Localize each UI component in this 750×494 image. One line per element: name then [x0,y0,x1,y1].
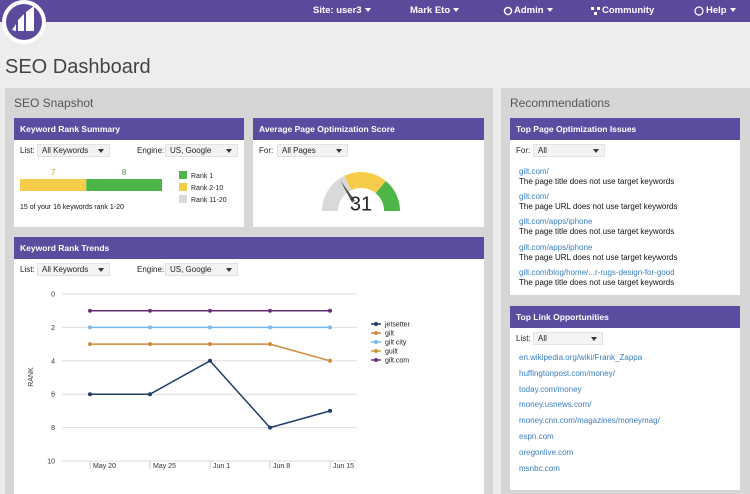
select[interactable]: All [533,332,603,345]
select[interactable]: US, Google [165,144,238,157]
issue-text: The page title does not use target keywo… [519,227,675,237]
card-header: Top Link Opportunities [510,306,740,328]
site-menu[interactable]: Site: user3 [313,5,371,16]
issue-link[interactable]: gilt.com/blog/home/...r-rugs-design-for-… [519,267,675,277]
label: For: [516,146,531,155]
card: Average Page Optimization Score For: All… [253,118,484,227]
card-header: Top Page Optimization Issues [510,118,740,140]
help-menu[interactable]: Help [706,5,736,16]
site-label: Site: user3 [313,5,362,16]
issue-link[interactable]: gilt.com/apps/iphone [519,242,593,252]
label: Engine: [137,265,165,274]
issue-link[interactable]: gilt.com/ [519,192,549,202]
link-opportunity[interactable]: money.usnews.com/ [519,400,592,410]
link-opportunity[interactable]: huffingtonpost.com/money/ [519,368,615,378]
select[interactable]: All Keywords [37,144,110,157]
card-header: Average Page Optimization Score [253,118,484,140]
card: Top Page Optimization Issues For: All gi… [510,118,740,295]
select[interactable]: US, Google [165,263,238,276]
card: Keyword Rank Summary List: All Keywords … [14,118,244,227]
link-opportunity[interactable]: msnbc.com [519,463,560,473]
label: List: [20,265,35,274]
label: List: [20,146,35,155]
select[interactable]: All [533,144,605,157]
issue-link[interactable]: gilt.com/apps/iphone [519,217,593,227]
link-opportunity[interactable]: money.cnn.com/magazines/moneymag/ [519,416,660,426]
card: Top Link Opportunities List: All en.wiki… [510,306,740,490]
page-title: SEO Dashboard [5,56,151,78]
label: For: [259,146,274,155]
community-link[interactable]: Community [602,5,655,16]
card-header: Keyword Rank Summary [14,118,244,140]
select[interactable]: All Keywords [37,263,110,276]
label: List: [516,334,531,343]
issue-text: The page URL does not use target keyword… [519,202,678,212]
panel-title: Recommendations [510,96,611,110]
nav-bar [0,0,750,22]
divider [14,280,484,281]
admin-menu[interactable]: Admin [514,5,553,16]
link-opportunity[interactable]: oregonlive.com [519,447,574,457]
link-opportunity[interactable]: today.com/money [519,384,582,394]
panel-title: SEO Snapshot [14,96,94,110]
link-opportunity[interactable]: en.wikipedia.org/wiki/Frank_Zappa [519,353,643,362]
issue-text: The page title does not use target keywo… [519,277,675,287]
issue-text: The page URL does not use target keyword… [519,252,678,262]
link-opportunity[interactable]: espn.com [519,432,554,441]
user-menu[interactable]: Mark Eto [410,5,460,16]
label: Engine: [137,146,165,155]
issue-text: The page title does not use target keywo… [519,177,675,186]
help-label: Help [706,5,727,16]
select[interactable]: All Pages [277,144,348,157]
issue-link[interactable]: gilt.com/ [519,167,549,176]
card: Keyword Rank Trends List: All Keywords E… [14,237,484,494]
user-label: Mark Eto [410,5,451,16]
admin-label: Admin [514,5,544,16]
note: 15 of your 16 keywords rank 1-20 [20,204,124,211]
card-header: Keyword Rank Trends [14,237,484,259]
